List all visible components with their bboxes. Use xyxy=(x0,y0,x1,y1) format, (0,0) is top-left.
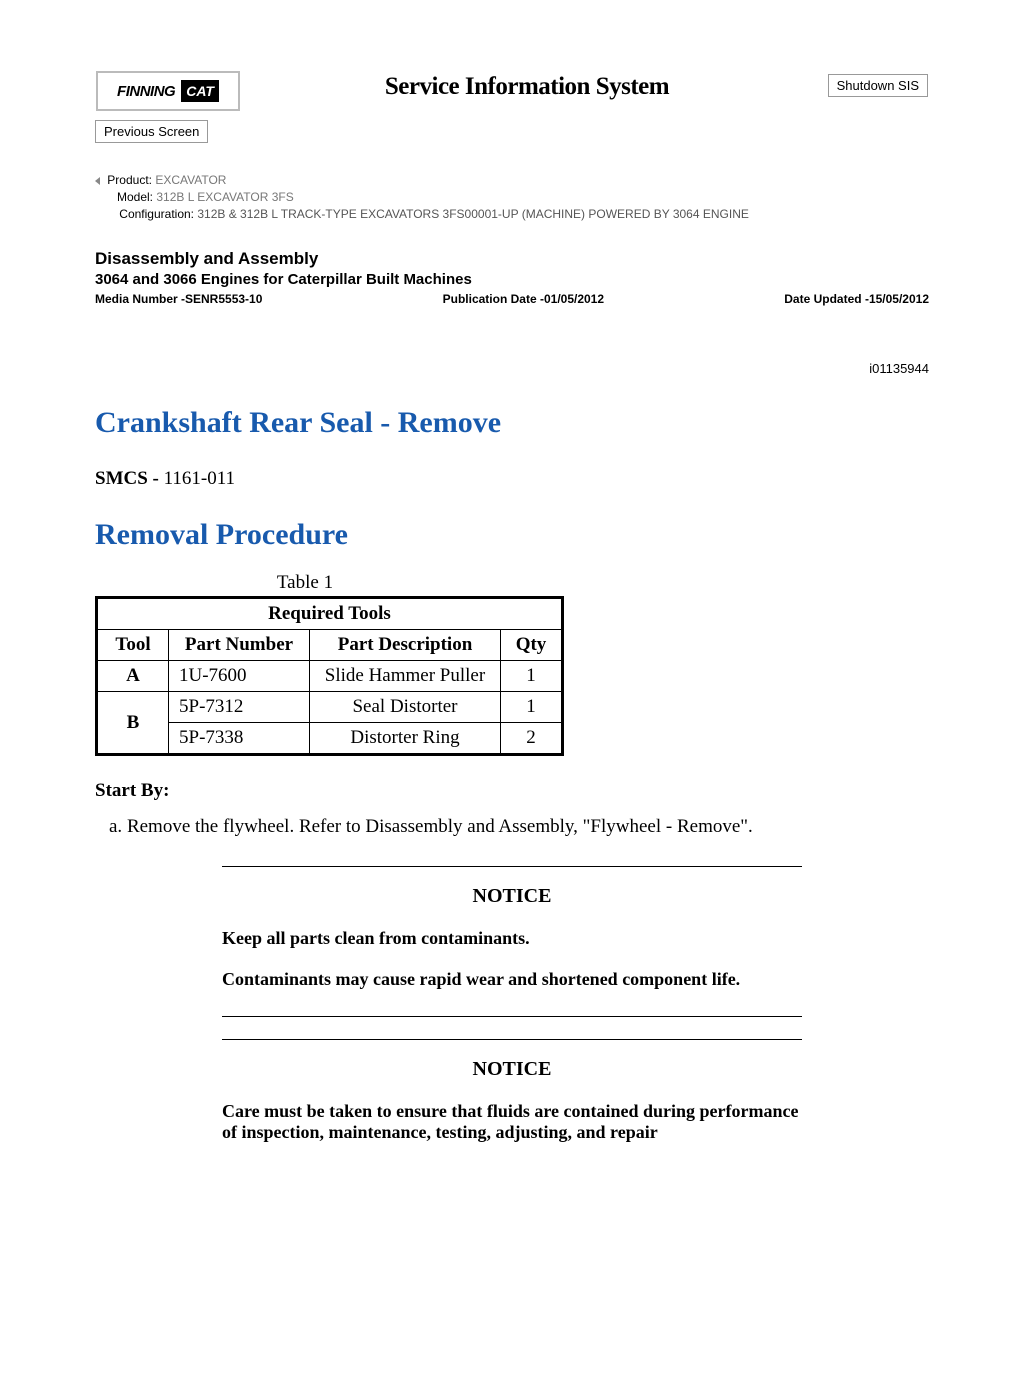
product-value: EXCAVATOR xyxy=(155,173,226,187)
product-label: Product: xyxy=(100,173,152,187)
section-block: Disassembly and Assembly 3064 and 3066 E… xyxy=(95,249,929,306)
notice-block-2: NOTICE Care must be taken to ensure that… xyxy=(222,1039,802,1143)
table-row: A 1U-7600 Slide Hammer Puller 1 xyxy=(97,661,563,692)
sub-title: Removal Procedure xyxy=(95,518,929,552)
step-a-marker: a. xyxy=(109,816,127,837)
notice-text-1: Care must be taken to ensure that fluids… xyxy=(222,1101,802,1143)
date-updated: Date Updated -15/05/2012 xyxy=(784,292,929,306)
table-title: Required Tools xyxy=(97,598,563,630)
notice-text-1: Keep all parts clean from contaminants. xyxy=(222,928,802,949)
cell-qty: 1 xyxy=(501,692,563,723)
cell-pn: 5P-7338 xyxy=(169,723,310,755)
table-caption: Table 1 xyxy=(95,572,515,594)
col-tool: Tool xyxy=(97,630,169,661)
cell-pn: 5P-7312 xyxy=(169,692,310,723)
step-list: a. Remove the flywheel. Refer to Disasse… xyxy=(109,816,929,838)
logo-finning-text: FINNING xyxy=(117,83,175,100)
config-label: Configuration: xyxy=(95,207,194,221)
logo-cat-text: CAT xyxy=(181,80,219,102)
notice-title: NOTICE xyxy=(222,885,802,908)
cell-pn: 1U-7600 xyxy=(169,661,310,692)
system-title: Service Information System xyxy=(248,71,806,101)
logo: FINNING CAT xyxy=(96,71,240,111)
divider xyxy=(222,866,802,867)
col-part-number: Part Number xyxy=(169,630,310,661)
notice-title: NOTICE xyxy=(222,1058,802,1081)
header-table: FINNING CAT Service Information System S… xyxy=(95,70,929,112)
step-a-text: Remove the flywheel. Refer to Disassembl… xyxy=(127,816,753,837)
smcs-label: SMCS - xyxy=(95,468,164,489)
required-tools-table: Required Tools Tool Part Number Part Des… xyxy=(95,596,564,756)
shutdown-sis-button[interactable]: Shutdown SIS xyxy=(828,74,928,97)
notice-block-1: NOTICE Keep all parts clean from contami… xyxy=(222,866,802,1017)
cell-desc: Slide Hammer Puller xyxy=(310,661,501,692)
previous-screen-button[interactable]: Previous Screen xyxy=(95,120,208,143)
media-number: Media Number -SENR5553-10 xyxy=(95,292,262,306)
main-title: Crankshaft Rear Seal - Remove xyxy=(95,406,929,440)
start-by-label: Start By: xyxy=(95,780,929,802)
notice-text-2: Contaminants may cause rapid wear and sh… xyxy=(222,969,802,990)
smcs-value: 1161-011 xyxy=(164,468,235,489)
cell-desc: Seal Distorter xyxy=(310,692,501,723)
cell-tool: A xyxy=(97,661,169,692)
col-qty: Qty xyxy=(501,630,563,661)
cell-qty: 1 xyxy=(501,661,563,692)
publication-date: Publication Date -01/05/2012 xyxy=(443,292,604,306)
divider xyxy=(222,1016,802,1017)
cell-qty: 2 xyxy=(501,723,563,755)
col-part-description: Part Description xyxy=(310,630,501,661)
section-title: Disassembly and Assembly xyxy=(95,249,929,269)
smcs-line: SMCS - 1161-011 xyxy=(95,468,929,490)
table-row: B 5P-7312 Seal Distorter 1 xyxy=(97,692,563,723)
cell-tool: B xyxy=(97,692,169,755)
meta-block: Product: EXCAVATOR Model: 312B L EXCAVAT… xyxy=(95,173,929,221)
divider xyxy=(222,1039,802,1040)
cell-desc: Distorter Ring xyxy=(310,723,501,755)
document-id: i01135944 xyxy=(95,361,929,376)
config-value: 312B & 312B L TRACK-TYPE EXCAVATORS 3FS0… xyxy=(197,207,749,221)
model-label: Model: xyxy=(95,190,153,204)
section-subtitle: 3064 and 3066 Engines for Caterpillar Bu… xyxy=(95,271,929,288)
model-value: 312B L EXCAVATOR 3FS xyxy=(156,190,293,204)
